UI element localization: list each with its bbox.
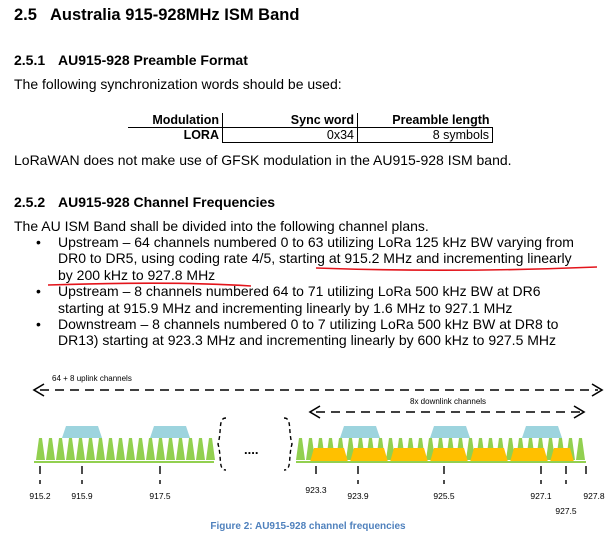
arrowhead-left-icon — [32, 383, 45, 397]
table-header-row: Modulation Sync word Preamble length — [128, 113, 493, 128]
frequency-label: 915.2 — [29, 491, 51, 501]
frequency-ticks — [39, 466, 587, 484]
list-item-line: DR13) starting at 923.3 MHz and incremen… — [58, 332, 557, 349]
table-cell: 0x34 — [222, 127, 358, 143]
section-title: Australia 915-928MHz ISM Band — [50, 6, 300, 24]
frequency-label: 927.5 — [555, 506, 577, 516]
left-bracket — [217, 417, 227, 471]
figure-caption: Figure 2: AU915-928 channel frequencies — [210, 521, 406, 532]
list-item-line: Upstream – 64 channels numbered 0 to 63 … — [58, 234, 574, 250]
frequency-label: 923.9 — [347, 491, 369, 501]
channels-intro: The AU ISM Band shall be divided into th… — [14, 218, 429, 234]
preamble-title: AU915-928 Preamble Format — [58, 52, 248, 68]
channels-number: 2.5.2 — [14, 194, 46, 210]
list-item: • Upstream – 8 channels numbered 64 to 7… — [36, 283, 606, 316]
bullet: • — [36, 234, 41, 250]
list-item-line: starting at 915.9 MHz and incrementing l… — [58, 299, 513, 316]
preamble-intro: The following synchronization words shou… — [14, 76, 342, 92]
channel-frequency-figure: 64 + 8 uplink channels 8x downlink chann… — [29, 374, 605, 516]
list-item-line: Downstream – 8 channels numbered 0 to 7 … — [58, 316, 559, 333]
channels-title: AU915-928 Channel Frequencies — [58, 194, 276, 210]
uplink-500k-channels-left — [62, 426, 190, 438]
table-row: LORA 0x34 8 symbols — [128, 127, 493, 143]
frequency-label: 915.9 — [71, 491, 93, 501]
list-item-line: Upstream – 8 channels numbered 64 to 71 … — [58, 283, 541, 300]
table-header-cell: Preamble length — [357, 113, 493, 128]
bullet: • — [36, 316, 41, 333]
frequency-label: 925.5 — [433, 491, 455, 501]
arrowhead-right-icon — [591, 383, 604, 397]
downlink-channels — [310, 448, 574, 462]
channels-heading: 2.5.2 AU915-928 Channel Frequencies — [14, 194, 275, 210]
sync-word-table: Modulation Sync word Preamble length LOR… — [128, 113, 493, 143]
gfsk-note: LoRaWAN does not make use of GFSK modula… — [14, 152, 512, 168]
preamble-heading: 2.5.1 AU915-928 Preamble Format — [14, 52, 248, 68]
table-header-cell: Modulation — [128, 113, 223, 128]
frequency-label: 927.1 — [530, 491, 552, 501]
frequency-label: 927.8 — [583, 491, 605, 501]
table-header-cell: Sync word — [222, 113, 358, 128]
highlighted-text: starting at 915.2 MHz and incrementing l… — [279, 250, 572, 267]
list-item: • Upstream – 64 channels numbered 0 to 6… — [36, 234, 606, 283]
list-item-line: DR0 to DR5, using coding rate 4/5, — [58, 250, 280, 267]
table-cell: LORA — [128, 127, 223, 143]
preamble-number: 2.5.1 — [14, 52, 46, 68]
channel-plan-list: • Upstream – 64 channels numbered 0 to 6… — [36, 234, 606, 349]
right-bracket — [283, 417, 293, 471]
arrowhead-right-icon — [573, 405, 586, 419]
frequency-label: 923.3 — [305, 485, 327, 495]
uplink-500k-channels-right — [340, 426, 562, 438]
downlink-label: 8x downlink channels — [410, 397, 486, 406]
table-cell: 8 symbols — [357, 127, 493, 143]
section-heading: 2.5 Australia 915-928MHz ISM Band — [14, 6, 299, 25]
highlighted-text: by 200 kHz to 927.8 MHz — [58, 266, 216, 283]
uplink-label: 64 + 8 uplink channels — [52, 374, 132, 383]
uplink-125k-channels-left — [36, 438, 215, 460]
section-number: 2.5 — [14, 6, 37, 24]
bullet: • — [36, 283, 41, 300]
frequency-label: 917.5 — [149, 491, 171, 501]
gap-ellipsis: .... — [244, 442, 258, 457]
arrowhead-left-icon — [308, 405, 321, 419]
list-item: • Downstream – 8 channels numbered 0 to … — [36, 316, 606, 349]
